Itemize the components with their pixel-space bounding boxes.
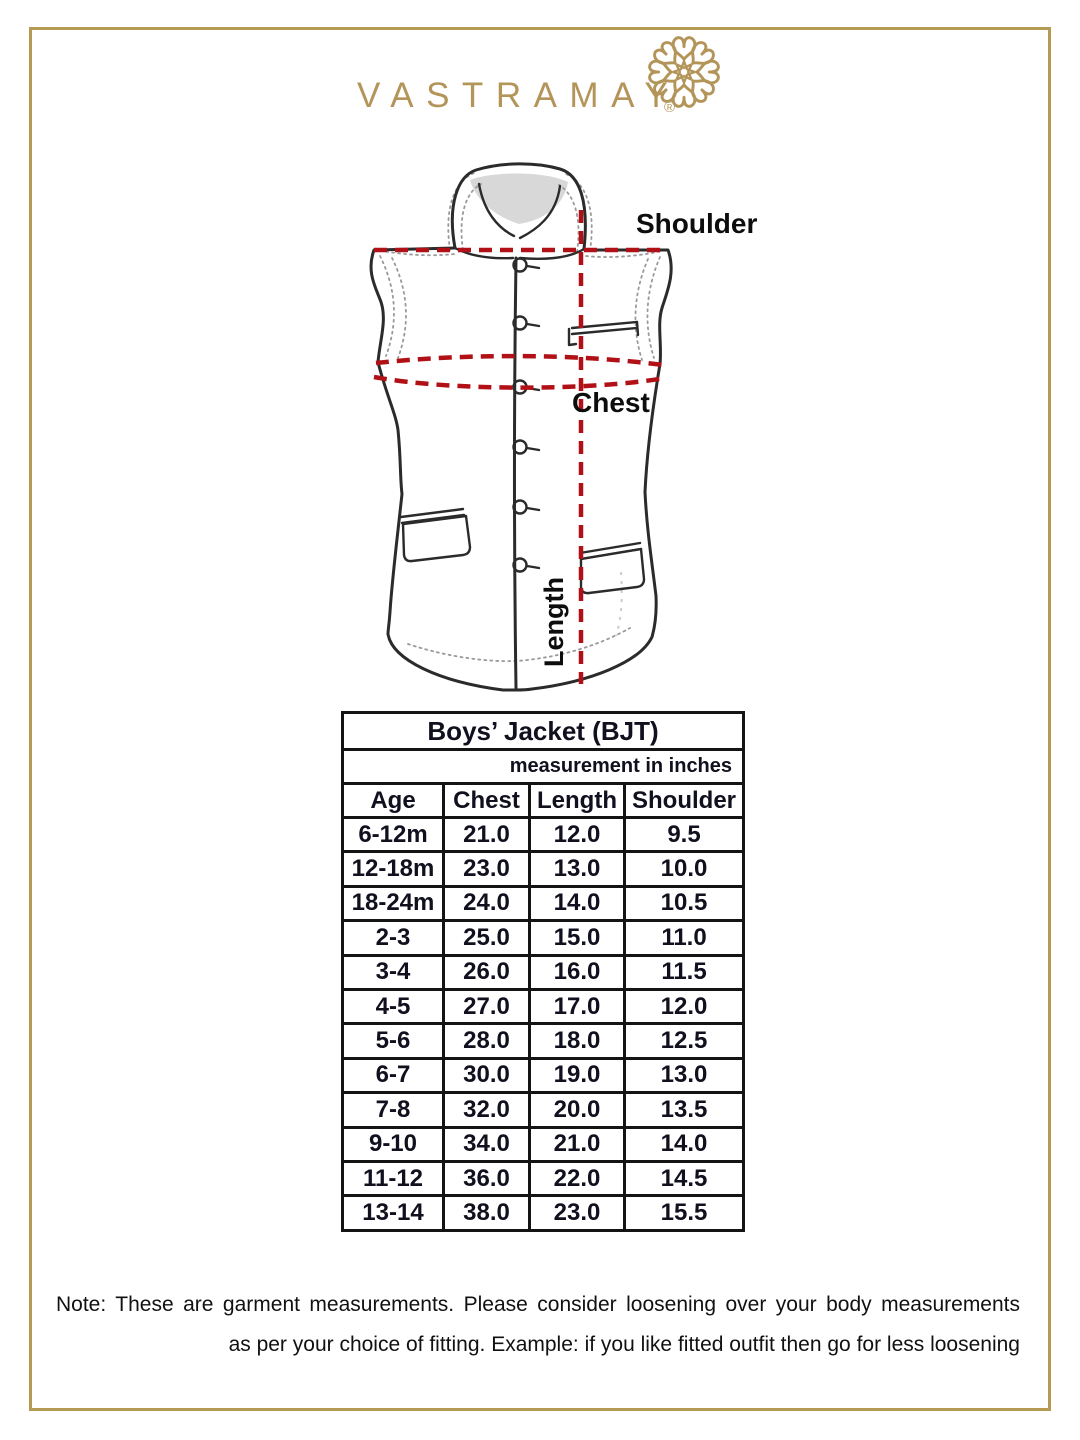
age-cell: 11-12 (341, 1159, 445, 1198)
length-label: Length (539, 577, 569, 667)
size-table-unit-note: measurement in inches (340, 748, 746, 785)
age-cell: 3-4 (341, 953, 445, 991)
jacket-sketch: Shoulder Chest Length (369, 162, 757, 692)
length-cell: 21.0 (528, 1125, 626, 1163)
length-cell: 19.0 (528, 1056, 626, 1095)
table-row: 7-8 32.0 20.0 13.5 (341, 1091, 746, 1129)
table-row: 6-7 30.0 19.0 13.0 (341, 1056, 746, 1095)
column-header-chest: Chest (442, 782, 531, 819)
table-row: 4-5 27.0 17.0 12.0 (341, 987, 746, 1026)
table-row: 18-24m 24.0 14.0 10.5 (341, 884, 746, 923)
chest-cell: 30.0 (442, 1056, 531, 1095)
table-row: 3-4 26.0 16.0 11.5 (341, 953, 746, 991)
right-flap-pocket (578, 541, 646, 595)
chest-cell: 28.0 (442, 1022, 531, 1060)
table-row: 9-10 34.0 21.0 14.0 (341, 1125, 746, 1163)
age-cell: 6-12m (341, 815, 445, 854)
shoulder-cell: 11.0 (622, 919, 746, 957)
length-cell: 12.0 (528, 815, 626, 854)
shoulder-cell: 14.5 (622, 1159, 746, 1198)
shoulder-cell: 12.5 (622, 1022, 746, 1060)
age-cell: 12-18m (341, 850, 445, 888)
length-cell: 14.0 (528, 884, 626, 923)
left-flap-pocket (399, 507, 472, 563)
shoulder-label: Shoulder (636, 208, 757, 239)
floral-medallion-icon (648, 36, 720, 108)
shoulder-cell: 12.0 (622, 987, 746, 1026)
registered-trademark-symbol: ® (664, 99, 676, 116)
collar-neck-shading (470, 173, 568, 224)
age-cell: 9-10 (341, 1125, 445, 1163)
button (512, 315, 541, 331)
chest-label: Chest (572, 387, 650, 418)
table-row: 11-12 36.0 22.0 14.5 (341, 1159, 746, 1198)
column-header-shoulder: Shoulder (622, 782, 746, 819)
button-row (512, 257, 541, 573)
length-cell: 15.0 (528, 919, 626, 957)
shoulder-cell: 10.5 (622, 884, 746, 923)
chest-measure-line-upper (375, 353, 664, 368)
shoulder-cell: 15.5 (622, 1194, 746, 1232)
note-line-1: Note: These are garment measurements. Pl… (56, 1293, 1020, 1316)
table-row: 2-3 25.0 15.0 11.0 (341, 919, 746, 957)
chest-cell: 21.0 (442, 815, 531, 854)
length-cell: 22.0 (528, 1159, 626, 1198)
collar-outline (450, 162, 587, 251)
shoulder-cell: 9.5 (622, 815, 746, 854)
shoulder-cell: 14.0 (622, 1125, 746, 1163)
column-header-age: Age (341, 782, 445, 819)
chest-cell: 24.0 (442, 884, 531, 923)
shoulder-cell: 13.0 (622, 1056, 746, 1095)
chest-cell: 34.0 (442, 1125, 531, 1163)
column-header-length: Length (528, 782, 626, 819)
jacket-measurement-diagram: Shoulder Chest Length (330, 160, 780, 720)
age-cell: 6-7 (341, 1056, 445, 1095)
chest-cell: 27.0 (442, 987, 531, 1026)
button (512, 257, 541, 273)
size-table: Boys’ Jacket (BJT) measurement in inches… (340, 711, 746, 1232)
button (512, 557, 541, 573)
length-cell: 18.0 (528, 1022, 626, 1060)
age-cell: 5-6 (341, 1022, 445, 1060)
shoulder-cell: 11.5 (622, 953, 746, 991)
length-cell: 16.0 (528, 953, 626, 991)
chest-measure-line-lower (373, 374, 666, 390)
age-cell: 7-8 (341, 1091, 445, 1129)
age-cell: 4-5 (341, 987, 445, 1026)
chest-cell: 25.0 (442, 919, 531, 957)
length-cell: 20.0 (528, 1091, 626, 1129)
chest-cell: 23.0 (442, 850, 531, 888)
table-row: 13-14 38.0 23.0 15.5 (341, 1194, 746, 1232)
center-front-line (513, 256, 518, 690)
shoulder-cell: 10.0 (622, 850, 746, 888)
size-table-header-row: Age Chest Length Shoulder (341, 782, 746, 819)
length-cell: 23.0 (528, 1194, 626, 1232)
size-table-title: Boys’ Jacket (BJT) (340, 711, 746, 751)
chest-cell: 36.0 (442, 1159, 531, 1198)
note-line-2: as per your choice of fitting. Example: … (228, 1332, 1020, 1356)
age-cell: 13-14 (341, 1194, 445, 1232)
button (512, 499, 541, 515)
age-cell: 2-3 (341, 919, 445, 957)
button (512, 439, 541, 455)
table-row: 5-6 28.0 18.0 12.5 (341, 1022, 746, 1060)
table-row: 12-18m 23.0 13.0 10.0 (341, 850, 746, 888)
chest-cell: 32.0 (442, 1091, 531, 1129)
length-cell: 17.0 (528, 987, 626, 1026)
chest-cell: 26.0 (442, 953, 531, 991)
measurement-note: Note: These are garment measurements. Pl… (56, 1285, 1020, 1364)
jacket-right-outline (514, 248, 673, 692)
age-cell: 18-24m (341, 884, 445, 923)
shoulder-cell: 13.5 (622, 1091, 746, 1129)
table-row: 6-12m 21.0 12.0 9.5 (341, 815, 746, 854)
brand-logo-text: VASTRAMAY (357, 76, 681, 115)
chest-cell: 38.0 (442, 1194, 531, 1232)
jacket-left-outline (369, 246, 518, 692)
length-cell: 13.0 (528, 850, 626, 888)
